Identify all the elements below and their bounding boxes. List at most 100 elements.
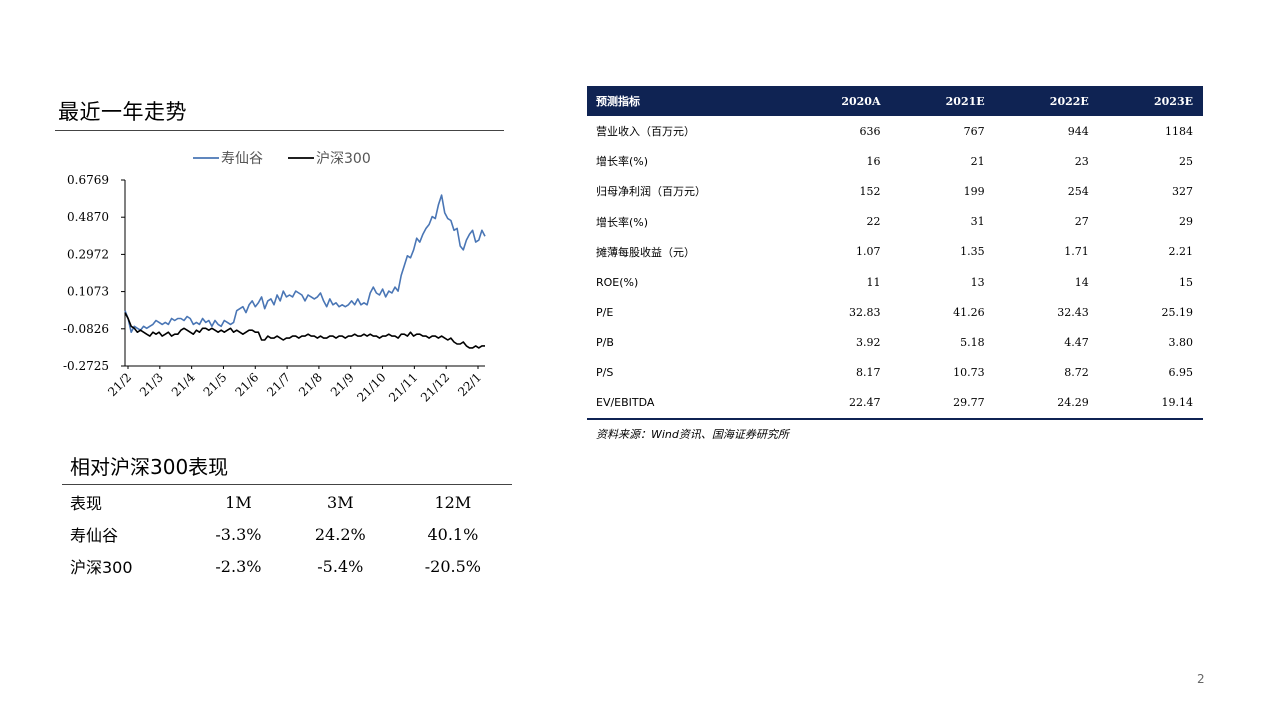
forecast-value-cell: 2.21 [1168,245,1194,259]
trend-line-chart: 0.67690.48700.29720.1073-0.0826-0.272521… [63,150,486,405]
x-tick-label: 21/4 [169,370,198,399]
forecast-value-cell: 32.43 [1057,305,1089,319]
forecast-row: 增长率(%) 22 31 27 29 [587,207,1203,237]
x-tick-label: 22/1 [455,370,484,399]
forecast-row: 营业收入（百万元） 636 767 944 1184 [587,116,1203,146]
forecast-row: 增长率(%) 16 21 23 25 [587,146,1203,176]
relative-performance-table: 表现 1M 3M 12M 寿仙谷 -3.3% 24.2% 40.1% 沪深300… [62,486,512,582]
forecast-metric-label: 营业收入（百万元） [596,125,695,139]
relative-title-divider [62,484,512,485]
forecast-value-cell: 10.73 [953,366,985,380]
forecast-value-cell: 25.19 [1161,305,1194,319]
forecast-header-cell: 2020A [786,86,891,116]
relative-cell: 寿仙谷 [70,526,119,545]
y-tick-label: 0.1073 [67,285,109,299]
forecast-value-cell: 27 [1074,215,1089,229]
relative-performance-title: 相对沪深300表现 [70,455,229,479]
relative-header-cell: 1M [225,492,252,512]
forecast-header-cell: 2021E [890,86,995,116]
forecast-value-cell: 3.80 [1168,335,1194,349]
forecast-header-row: 预测指标 2020A 2021E 2022E 2023E [587,86,1203,116]
forecast-row: P/B 3.92 5.18 4.47 3.80 [587,327,1203,357]
forecast-row: EV/EBITDA 22.47 29.77 24.29 19.14 [587,387,1203,420]
forecast-value-cell: 32.83 [848,305,881,319]
forecast-value-cell: 944 [1067,124,1089,138]
forecast-metric-label: 增长率(%) [596,155,649,169]
x-tick-label: 21/2 [105,370,134,399]
forecast-header-cell: 预测指标 [587,86,786,116]
forecast-value-cell: 14 [1074,275,1089,289]
forecast-value-cell: 1.71 [1064,245,1089,259]
forecast-value-cell: 5.18 [960,335,985,349]
forecast-value-cell: 29.77 [890,387,995,420]
relative-row: 寿仙谷 -3.3% 24.2% 40.1% [62,518,512,550]
forecast-value-cell: 8.72 [1064,366,1089,380]
relative-cell: -3.3% [215,524,262,544]
forecast-value-cell: 1184 [1165,124,1193,138]
forecast-row: P/E 32.83 41.26 32.43 25.19 [587,297,1203,327]
series-line-hs300 [124,312,485,349]
x-tick-label: 21/9 [328,370,357,399]
y-tick-label: 0.6769 [67,173,109,187]
forecast-value-cell: 31 [970,215,985,229]
forecast-metric-label: EV/EBITDA [587,387,786,420]
x-tick-label: 21/12 [418,370,452,404]
y-tick-label: -0.0826 [63,322,109,336]
forecast-value-cell: 636 [859,124,881,138]
relative-cell: 24.2% [314,524,366,544]
forecast-metric-label: P/E [596,305,614,319]
relative-header-cell: 表现 [70,494,103,513]
x-tick-label: 21/7 [264,370,293,399]
forecast-value-cell: 327 [1172,184,1193,198]
forecast-value-cell: 15 [1179,275,1193,289]
forecast-row: P/S 8.17 10.73 8.72 6.95 [587,358,1203,388]
relative-cell: -20.5% [424,556,481,576]
x-tick-label: 21/5 [201,370,230,399]
forecast-value-cell: 199 [963,184,985,198]
forecast-table: 预测指标 2020A 2021E 2022E 2023E 营业收入（百万元） 63… [587,86,1203,420]
relative-row: 沪深300 -2.3% -5.4% -20.5% [62,550,512,582]
relative-header-cell: 12M [434,492,472,512]
source-note: 资料来源：Wind资讯、国海证券研究所 [596,428,789,441]
forecast-value-cell: 22.47 [786,387,891,420]
forecast-value-cell: 8.17 [855,366,881,380]
x-tick-label: 21/11 [386,370,420,404]
forecast-value-cell: 25 [1179,154,1193,168]
forecast-row: ROE(%) 11 13 14 15 [587,267,1203,297]
forecast-metric-label: 增长率(%) [596,215,649,229]
y-tick-label: -0.2725 [63,359,109,373]
forecast-value-cell: 767 [963,124,985,138]
relative-header-cell: 3M [327,492,354,512]
forecast-value-cell: 1.35 [960,245,985,259]
forecast-value-cell: 3.92 [855,335,881,349]
forecast-value-cell: 6.95 [1168,366,1194,380]
x-tick-label: 21/10 [354,370,388,404]
x-tick-label: 21/3 [137,370,166,399]
relative-cell: 沪深300 [70,558,133,577]
page-number: 2 [1197,672,1205,686]
forecast-value-cell: 13 [970,275,985,289]
forecast-row: 归母净利润（百万元） 152 199 254 327 [587,176,1203,206]
forecast-value-cell: 41.26 [953,305,985,319]
forecast-metric-label: 摊薄每股收益（元） [596,245,695,259]
forecast-header-cell: 2023E [1098,86,1203,116]
relative-cell: 40.1% [427,524,479,544]
legend-label: 寿仙谷 [221,150,263,167]
forecast-metric-label: 归母净利润（百万元） [596,185,706,199]
forecast-value-cell: 1.07 [855,245,881,259]
legend-label: 沪深300 [316,151,371,167]
forecast-metric-label: P/B [596,335,614,349]
relative-header-row: 表现 1M 3M 12M [62,486,512,518]
forecast-value-cell: 16 [866,154,881,168]
forecast-row: 摊薄每股收益（元） 1.07 1.35 1.71 2.21 [587,237,1203,267]
forecast-value-cell: 24.29 [994,387,1099,420]
x-tick-label: 21/8 [296,370,325,399]
trend-chart-title: 最近一年走势 [58,100,187,124]
forecast-value-cell: 11 [866,275,881,289]
relative-cell: -2.3% [215,556,262,576]
forecast-value-cell: 254 [1067,184,1089,198]
forecast-value-cell: 4.47 [1064,335,1089,349]
forecast-value-cell: 23 [1074,154,1089,168]
trend-title-divider [55,130,504,131]
forecast-value-cell: 19.14 [1098,387,1203,420]
